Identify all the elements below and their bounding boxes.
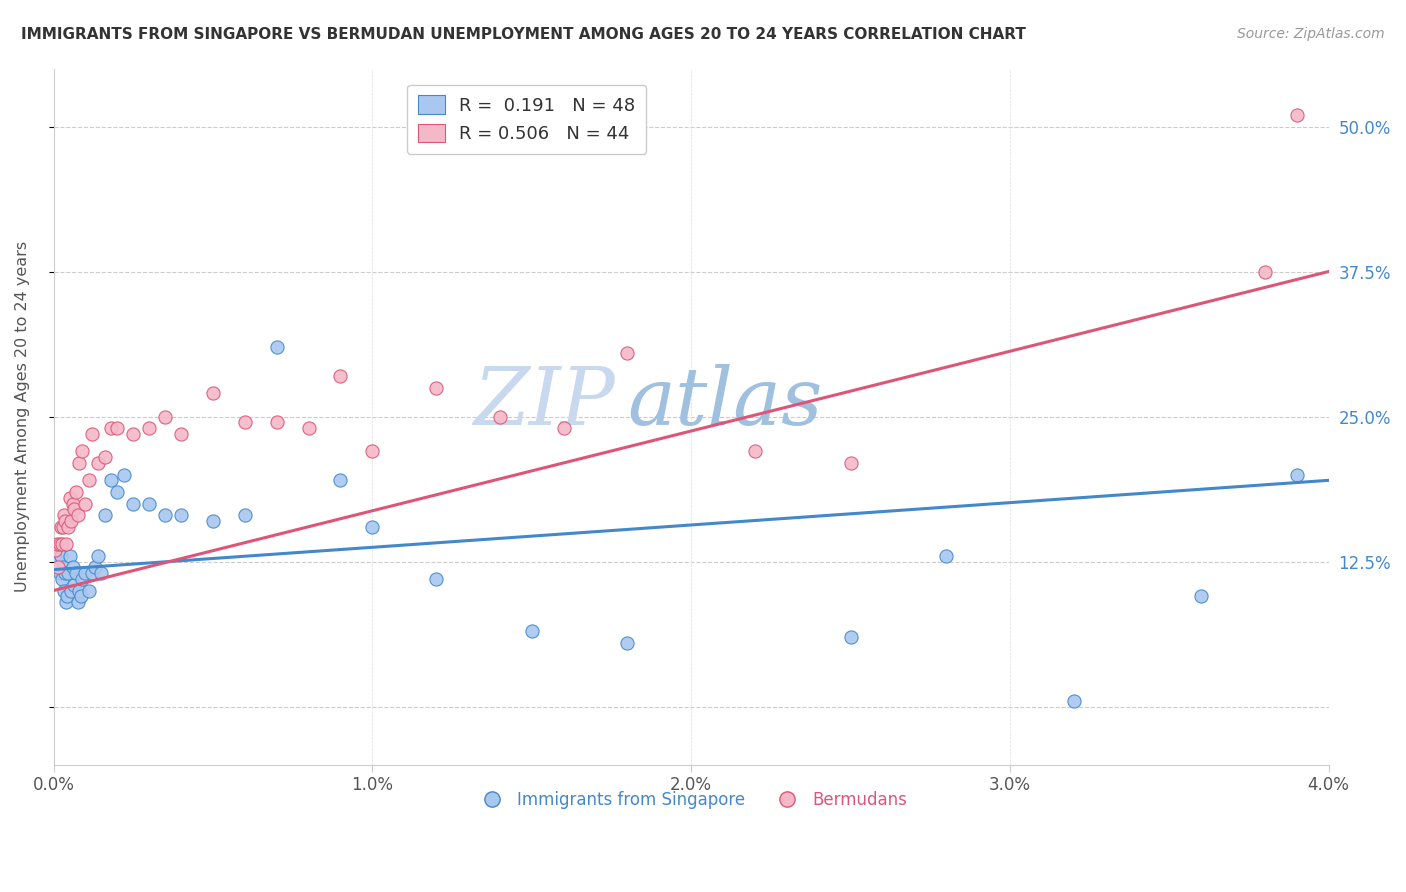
Point (63, 502, 86, 516)
Point (75, 566, 97, 581)
Point (45, 560, 67, 574)
Point (55, 595, 77, 609)
Point (69, 590, 91, 604)
Point (93, 508, 115, 522)
Point (553, 421, 575, 435)
Text: atlas: atlas (627, 364, 823, 442)
Point (839, 456, 862, 470)
Point (49, 519, 72, 533)
Point (520, 624, 543, 639)
Point (361, 444, 384, 458)
Legend: Immigrants from Singapore, Bermudans: Immigrants from Singapore, Bermudans (468, 784, 914, 815)
Point (63, 578, 86, 592)
Point (201, 386, 224, 401)
Point (122, 426, 145, 441)
Point (170, 508, 193, 522)
Point (138, 496, 160, 510)
Point (67, 583, 90, 598)
Point (72, 572, 94, 586)
Point (52, 519, 75, 533)
Text: ZIP: ZIP (472, 364, 614, 442)
Point (616, 345, 638, 359)
Point (361, 519, 384, 533)
Point (53, 566, 76, 581)
Point (1285, 467, 1308, 482)
Point (122, 496, 145, 510)
Point (44, 549, 66, 563)
Point (53, 514, 76, 528)
Point (49, 537, 72, 551)
Point (112, 467, 135, 482)
Point (72, 444, 94, 458)
Point (80, 566, 103, 581)
Point (87, 456, 110, 470)
Point (77, 583, 100, 598)
Point (93, 450, 115, 464)
Point (839, 630, 862, 644)
Point (1189, 590, 1212, 604)
Point (60, 583, 83, 598)
Point (100, 421, 122, 435)
Point (55, 537, 77, 551)
Point (56, 590, 79, 604)
Point (60, 514, 83, 528)
Point (45, 537, 67, 551)
Point (616, 636, 638, 650)
Point (138, 421, 160, 435)
Point (44, 542, 66, 557)
Point (298, 421, 321, 435)
Point (153, 409, 176, 424)
Point (90, 566, 112, 581)
Point (67, 456, 90, 470)
Text: IMMIGRANTS FROM SINGAPORE VS BERMUDAN UNEMPLOYMENT AMONG AGES 20 TO 24 YEARS COR: IMMIGRANTS FROM SINGAPORE VS BERMUDAN UN… (21, 27, 1026, 42)
Point (51, 572, 73, 586)
Point (66, 595, 89, 609)
Point (266, 340, 288, 354)
Point (80, 426, 103, 441)
Point (66, 508, 89, 522)
Point (153, 508, 176, 522)
Point (105, 484, 128, 499)
Point (105, 421, 128, 435)
Point (58, 549, 80, 563)
Point (1063, 694, 1085, 708)
Point (56, 519, 79, 533)
Point (62, 560, 84, 574)
Point (744, 444, 766, 458)
Point (425, 380, 447, 394)
Point (100, 473, 122, 487)
Point (233, 415, 256, 429)
Point (49, 549, 72, 563)
Point (49, 566, 72, 581)
Point (84, 560, 107, 574)
Point (489, 409, 512, 424)
Point (48, 555, 70, 569)
Point (1285, 108, 1308, 122)
Point (52, 560, 75, 574)
Point (87, 549, 110, 563)
Y-axis label: Unemployment Among Ages 20 to 24 years: Unemployment Among Ages 20 to 24 years (15, 241, 30, 592)
Point (51, 537, 73, 551)
Point (58, 491, 80, 505)
Point (1254, 264, 1277, 278)
Point (170, 426, 193, 441)
Point (48, 560, 70, 574)
Point (266, 415, 288, 429)
Point (75, 496, 97, 510)
Point (201, 514, 224, 528)
Point (65, 566, 87, 581)
Point (52, 583, 75, 598)
Point (62, 496, 84, 510)
Point (56, 566, 79, 581)
Point (233, 508, 256, 522)
Point (935, 549, 957, 563)
Point (329, 368, 352, 383)
Point (52, 508, 75, 522)
Point (77, 473, 100, 487)
Point (329, 473, 352, 487)
Text: Source: ZipAtlas.com: Source: ZipAtlas.com (1237, 27, 1385, 41)
Point (425, 572, 447, 586)
Point (65, 484, 87, 499)
